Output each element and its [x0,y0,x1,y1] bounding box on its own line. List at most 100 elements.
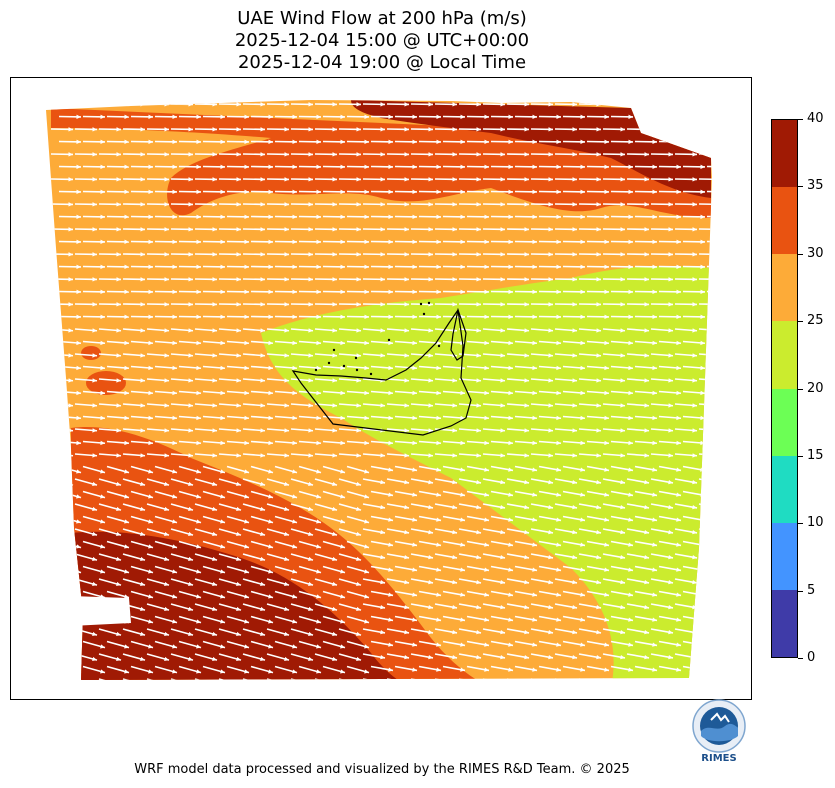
wind-arrow-head [260,631,265,637]
wind-arrow-head [116,682,121,686]
wind-arrow-head [220,214,225,220]
wind-arrow-head [340,440,345,446]
wind-arrow-head [412,567,417,572]
wind-arrow-head [92,506,97,512]
wind-arrow-head [596,428,601,433]
wind-arrow-head [604,440,609,446]
wind-arrow-head [628,264,633,270]
wind-arrow-head [452,480,457,485]
wind-arrow-head [628,314,633,320]
wind-arrow-head [244,594,249,599]
colorbar-tick [798,186,803,188]
wind-arrow-head [436,440,441,446]
wind-arrow-head [76,390,81,396]
wind-arrow-head [652,164,657,170]
wind-arrow-head [316,289,321,295]
wind-arrow-head [724,441,729,445]
wind-arrow-head [188,252,193,257]
wind-arrow-head [268,619,273,624]
wind-arrow-head [364,494,369,499]
wind-arrow-head [188,202,193,207]
wind-arrow-head [124,544,129,549]
wind-arrow-head [412,440,417,446]
wind-arrow-head [196,644,201,649]
wind-arrow-head [428,480,433,485]
wind-arrow-head [700,667,705,672]
title-line-1: UAE Wind Flow at 200 hPa (m/s) [237,8,527,29]
wind-arrow-head [308,453,313,458]
wind-arrow-head [364,415,369,421]
wind-arrow-head [724,341,729,345]
wind-arrow-head [532,667,537,672]
wind-arrow-head [596,680,601,684]
wind-arrow-head [404,630,409,635]
wind-arrow-head [284,656,289,662]
wind-arrow-head [356,581,361,587]
wind-arrow-head [268,114,273,120]
wind-arrow-head [292,139,297,145]
wind-arrow-head [436,667,441,672]
wind-arrow-head [116,328,121,333]
wind-arrow-head [340,239,345,245]
wind-arrow-head [364,164,369,170]
wind-arrow-head [380,177,385,182]
wind-arrow-head [196,390,201,396]
wind-arrow-shaft [698,578,712,584]
title-line-2: 2025-12-04 15:00 @ UTC+00:00 [234,30,530,51]
wind-arrow-head [308,531,313,537]
wind-arrow-head [572,555,577,560]
wind-arrow-head [668,655,673,660]
wind-arrow-shaft [410,678,434,680]
wind-arrow-head [724,543,729,547]
wind-arrow-head [124,390,129,396]
wind-arrow-head [316,340,321,346]
wind-arrow-head [332,403,337,408]
wind-arrow-head [332,606,337,612]
wind-arrow-head [628,139,633,145]
wind-arrow-head [124,340,129,346]
wind-arrow-head [548,680,553,684]
wind-arrow-head [148,390,153,396]
wind-arrow-head [388,440,393,446]
wind-arrow-shaft [578,678,602,680]
wind-arrow-head [436,467,441,472]
wind-arrow-head [652,440,657,446]
wind-arrow-head [92,328,97,333]
wind-arrow-head [644,152,649,157]
wind-arrow-head [188,506,193,512]
wind-arrow-head [524,555,529,560]
wind-arrow-head [604,567,609,572]
wind-arrow-head [380,277,385,282]
wind-arrow-head [596,277,601,282]
wind-arrow-head [668,680,673,684]
island-dot [314,368,318,372]
wind-arrow-head [148,340,153,346]
wind-arrow-head [260,202,265,207]
wind-arrow-head [580,139,585,145]
wind-arrow-head [548,530,553,535]
wind-arrow-head [140,227,145,232]
wind-arrow-head [260,302,265,307]
wind-arrow-head [460,667,465,672]
wind-arrow-head [620,302,625,307]
wind-arrow-head [356,556,361,562]
wind-arrow-head [100,214,105,220]
wind-arrow-head [284,227,289,232]
wind-arrow-head [236,581,241,587]
wind-arrow-head [604,289,609,295]
wind-arrow-head [388,114,393,120]
wind-arrow-head [172,569,177,574]
wind-arrow-head [116,531,121,537]
wind-arrow-head [644,505,649,510]
wind-arrow-head [68,403,73,408]
wind-arrow-head [476,555,481,560]
wind-arrow-head [172,594,177,599]
wind-arrow-head [316,164,321,170]
wind-arrow-head [236,682,241,686]
wind-arrow-head [524,277,529,282]
wind-arrow-head [116,481,121,487]
wind-arrow-head [700,440,705,446]
wind-arrow-head [68,506,73,512]
wind-arrow-head [692,252,697,257]
wind-arrow-head [508,492,513,497]
